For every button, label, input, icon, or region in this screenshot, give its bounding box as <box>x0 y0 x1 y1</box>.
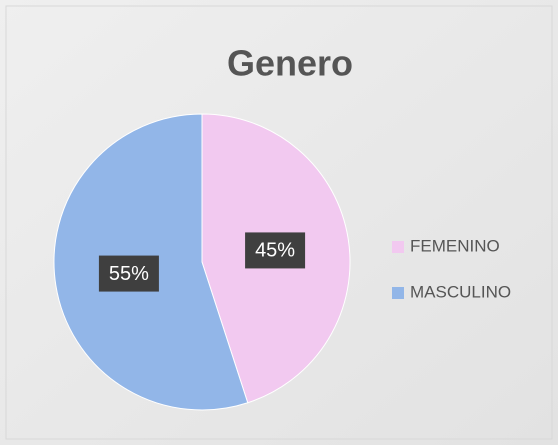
chart-border <box>5 5 553 440</box>
chart-title: Genero <box>227 43 353 84</box>
legend-swatch <box>392 241 404 253</box>
data-label-box <box>245 232 306 269</box>
legend-swatch <box>392 287 404 299</box>
data-label-box <box>98 255 159 292</box>
legend-label: FEMENINO <box>410 236 500 255</box>
data-label: 55% <box>109 263 149 285</box>
legend-label: MASCULINO <box>410 282 511 301</box>
data-label: 45% <box>255 240 295 262</box>
